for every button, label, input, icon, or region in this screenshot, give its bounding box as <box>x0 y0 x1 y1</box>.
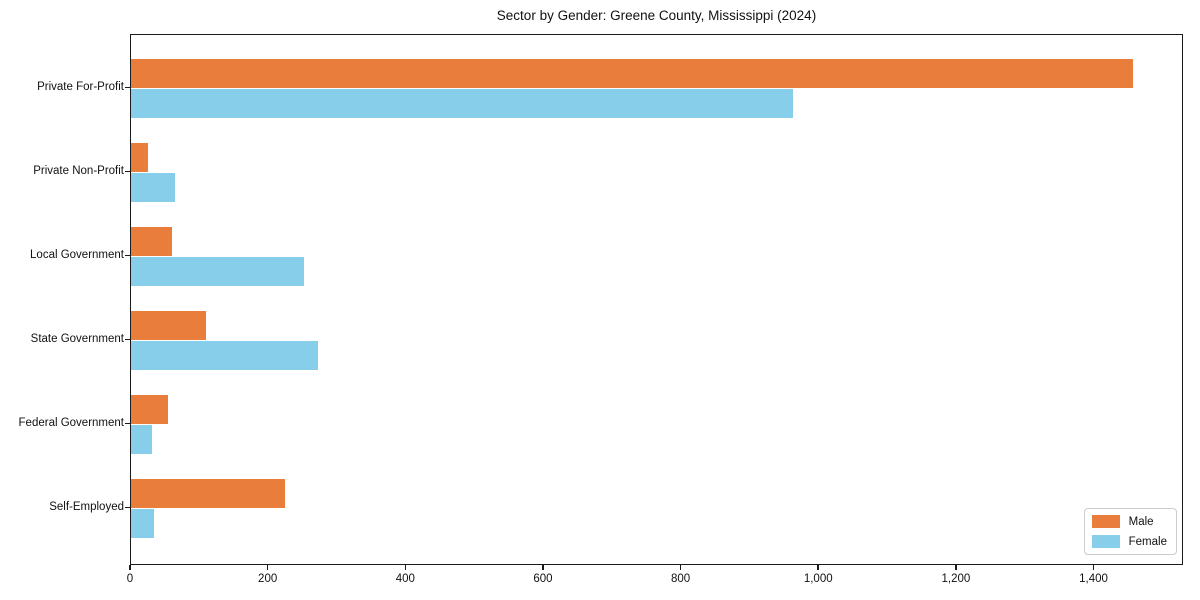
legend-label-female: Female <box>1128 535 1167 548</box>
legend: Male Female <box>1083 508 1177 555</box>
bar-state-government-female <box>131 341 319 370</box>
y-axis-label-self-employed: Self-Employed <box>49 500 124 513</box>
legend-label-male: Male <box>1128 515 1154 528</box>
y-tick-mark <box>125 254 130 257</box>
bar-private-for-profit-male <box>131 59 1134 88</box>
x-tick-mark <box>129 565 131 570</box>
x-axis-tick-label: 400 <box>395 573 415 585</box>
x-axis-tick-label: 600 <box>533 573 553 585</box>
y-tick-mark <box>125 506 130 509</box>
x-tick-mark <box>1092 565 1095 570</box>
bar-state-government-male <box>131 311 206 340</box>
y-axis-label-private-non-profit: Private Non-Profit <box>33 164 124 177</box>
y-tick-mark <box>125 422 130 425</box>
x-axis-tick-label: 0 <box>126 573 134 585</box>
x-axis-tick-label: 1,400 <box>1079 573 1108 585</box>
y-axis-label-federal-government: Federal Government <box>18 416 124 429</box>
y-axis-label-state-government: State Government <box>30 332 124 345</box>
y-axis-label-local-government: Local Government <box>30 248 124 261</box>
x-axis-tick-label: 800 <box>670 573 691 585</box>
bar-private-non-profit-female <box>131 173 175 202</box>
x-axis-tick-label: 200 <box>258 573 278 585</box>
bar-federal-government-female <box>131 425 152 454</box>
bar-self-employed-male <box>131 479 286 508</box>
x-tick-mark <box>404 565 407 570</box>
chart-title: Sector by Gender: Greene County, Mississ… <box>496 8 817 23</box>
bar-self-employed-female <box>131 509 154 538</box>
y-tick-mark <box>125 338 130 341</box>
y-tick-mark <box>125 86 130 89</box>
y-axis-label-private-for-profit: Private For-Profit <box>37 80 124 93</box>
bar-local-government-female <box>131 257 305 286</box>
bar-private-non-profit-male <box>131 143 149 172</box>
x-tick-mark <box>817 565 819 570</box>
legend-item-male: Male <box>1091 515 1167 528</box>
bar-federal-government-male <box>131 395 168 424</box>
legend-item-female: Female <box>1091 535 1167 548</box>
x-tick-mark <box>542 565 544 570</box>
legend-swatch-male <box>1091 515 1120 528</box>
x-tick-mark <box>955 565 957 570</box>
x-axis-tick-label: 1,000 <box>803 573 833 585</box>
bar-private-for-profit-female <box>131 89 794 118</box>
plot-area: Male Female <box>130 34 1183 565</box>
y-tick-mark <box>125 170 130 173</box>
legend-swatch-female <box>1091 535 1120 548</box>
x-tick-mark <box>266 565 269 570</box>
x-tick-mark <box>679 565 682 570</box>
x-axis-tick-label: 1,200 <box>941 573 971 585</box>
bar-local-government-male <box>131 227 172 256</box>
